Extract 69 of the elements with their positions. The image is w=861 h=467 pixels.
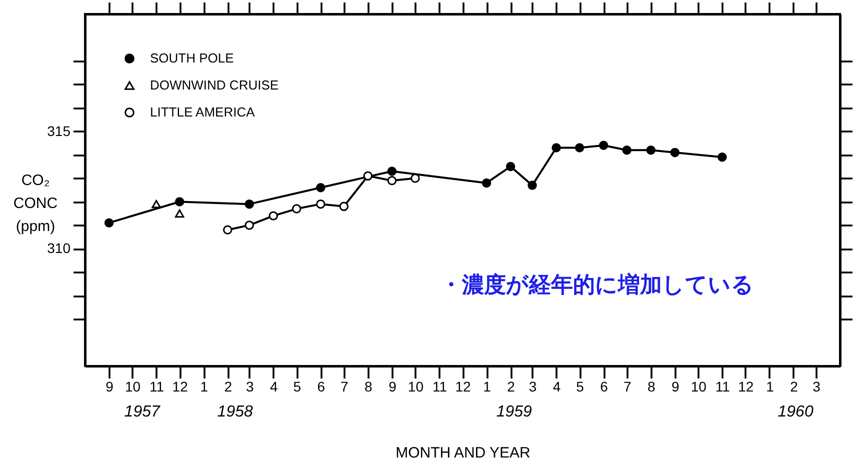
legend-label: DOWNWIND CRUISE: [150, 78, 279, 92]
point: [268, 211, 278, 220]
y-tick-label: 310: [47, 240, 71, 256]
x-tick-label: 2: [224, 378, 232, 394]
point: [174, 197, 184, 206]
x-tick-label: 10: [690, 378, 707, 394]
point: [152, 200, 161, 208]
y-tick-label: 315: [47, 122, 71, 139]
point: [646, 145, 656, 155]
x-tick-label: 12: [455, 378, 471, 394]
x-tick-label: 1: [483, 378, 492, 394]
point: [292, 204, 302, 214]
x-tick-label: 9: [106, 378, 114, 394]
x-tick-label: 11: [715, 378, 730, 394]
x-tick-label: 1: [200, 378, 208, 394]
x-tick-label: 9: [671, 378, 680, 394]
x-tick-label: 3: [812, 378, 821, 394]
point: [244, 220, 254, 230]
point: [410, 174, 420, 183]
x-tick-label: 2: [507, 378, 516, 394]
point: [528, 180, 537, 190]
x-tick-label: 4: [270, 378, 278, 394]
point: [174, 209, 184, 218]
point: [223, 225, 232, 235]
point: [387, 166, 397, 176]
x-axis-title: MONTH AND YEAR: [396, 444, 531, 462]
x2-tick-label: 1960: [778, 404, 814, 420]
x-tick-label: 8: [647, 378, 656, 394]
x-tick-label: 4: [552, 378, 561, 394]
x-tick-label: 6: [317, 378, 326, 394]
point: [670, 148, 680, 158]
point: [104, 218, 114, 228]
point: [574, 143, 584, 152]
annotation: ・濃度が経年的に増加している: [440, 272, 754, 298]
legend-label: SOUTH POLE: [150, 50, 234, 66]
x-tick-label: 7: [340, 378, 349, 394]
x-tick-label: 3: [246, 378, 254, 394]
point: [552, 143, 561, 152]
y-axis-title: CO₂ CONC (ppm): [13, 172, 58, 235]
point: [316, 183, 326, 192]
x2-tick-label: 1958: [217, 404, 254, 420]
x-tick-label: 8: [364, 378, 373, 394]
point: [598, 140, 608, 150]
point: [718, 152, 727, 162]
x-tick-label: 12: [738, 378, 754, 394]
x-tick-label: 6: [600, 378, 608, 394]
x-tick-label: 12: [172, 378, 188, 394]
x-tick-label: 2: [790, 378, 798, 394]
point: [339, 202, 349, 212]
x-tick-label: 9: [388, 378, 397, 394]
x-tick-label: 5: [293, 378, 302, 394]
x-tick-label: 11: [432, 378, 448, 394]
point: [482, 178, 492, 188]
point: [244, 199, 254, 209]
legend-label: LITTLE AMERICA: [150, 104, 256, 120]
point: [622, 145, 632, 155]
point: [363, 171, 373, 181]
x-tick-label: 7: [623, 378, 632, 394]
x-tick-label: 11: [150, 378, 164, 394]
x-tick-label: 3: [528, 378, 537, 394]
point: [506, 162, 516, 172]
point: [387, 176, 397, 186]
point: [316, 199, 326, 209]
x2-tick-label: 1959: [496, 404, 532, 420]
x-tick-label: 10: [408, 378, 424, 394]
x2-tick-label: 1957: [124, 404, 161, 420]
x-tick-label: 10: [124, 378, 141, 394]
x-tick-label: 1: [766, 378, 774, 394]
x-tick-label: 5: [576, 378, 584, 394]
